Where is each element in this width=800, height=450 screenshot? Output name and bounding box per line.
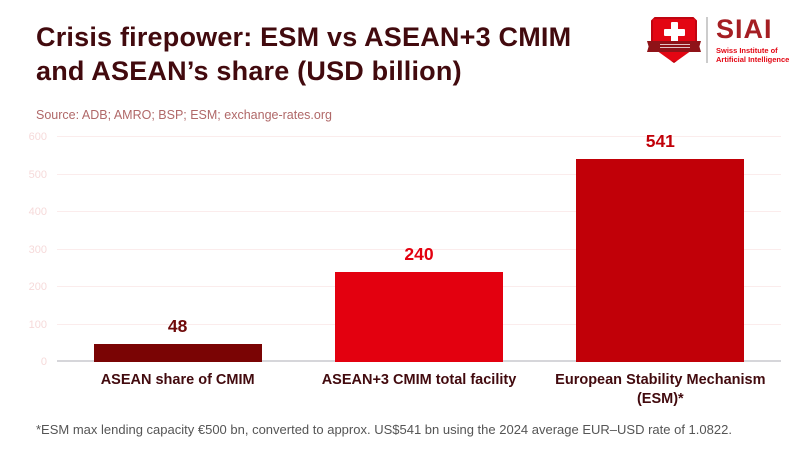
category-label: ASEAN+3 CMIM total facility	[321, 372, 517, 388]
bar-value-label: 48	[167, 316, 188, 336]
plot-area: 0 100 200 300 400 500 600 48 240 541	[29, 131, 781, 368]
y-tick-label: 200	[28, 281, 47, 293]
logo-text: SIAI Swiss Institute of Artificial Intell…	[716, 14, 789, 65]
logo-divider	[706, 17, 708, 63]
gridline	[57, 136, 781, 137]
swiss-shield-icon	[647, 15, 701, 65]
gridline	[57, 211, 781, 212]
title-line2: and ASEAN’s share (USD billion)	[36, 56, 462, 86]
footnote: *ESM max lending capacity €500 bn, conve…	[36, 422, 732, 437]
logo-acronym: SIAI	[716, 14, 773, 44]
logo-subtitle-line2: Artificial Intelligence	[716, 55, 790, 64]
y-tick-label: 600	[28, 131, 47, 143]
category-label: ASEAN share of CMIM	[100, 372, 255, 388]
y-tick-label: 400	[28, 206, 47, 218]
logo-subtitle-line1: Swiss Institute of	[716, 46, 778, 55]
page-title: Crisis firepower: ESM vs ASEAN+3 CMIM and…	[36, 20, 656, 88]
ribbon-banner	[647, 41, 701, 52]
bar-value-label: 240	[404, 244, 434, 264]
y-tick-label: 500	[28, 168, 47, 181]
title-line1: Crisis firepower: ESM vs ASEAN+3 CMIM	[36, 22, 572, 52]
bar-value-label: 541	[645, 131, 675, 152]
y-tick-label: 100	[28, 318, 47, 331]
category-label: European Stability Mechanism (ESM)*	[555, 372, 766, 407]
y-tick-label: 0	[40, 356, 47, 368]
y-tick-label: 300	[28, 243, 47, 256]
swiss-cross-icon	[664, 29, 685, 36]
bar	[335, 272, 503, 362]
ribbon-text-line	[660, 47, 690, 48]
gridline	[57, 248, 781, 250]
bar	[576, 159, 745, 362]
source-note: Source: ADB; AMRO; BSP; ESM; exchange-ra…	[36, 108, 332, 122]
bar	[93, 344, 262, 362]
logo-subtitle: Swiss Institute of Artificial Intelligenc…	[716, 46, 789, 64]
ribbon-text-line	[660, 44, 690, 45]
gridline	[57, 173, 781, 175]
siai-logo: SIAI Swiss Institute of Artificial Intell…	[647, 14, 789, 65]
category-axis: ASEAN share of CMIM ASEAN+3 CMIM total fa…	[57, 371, 781, 415]
